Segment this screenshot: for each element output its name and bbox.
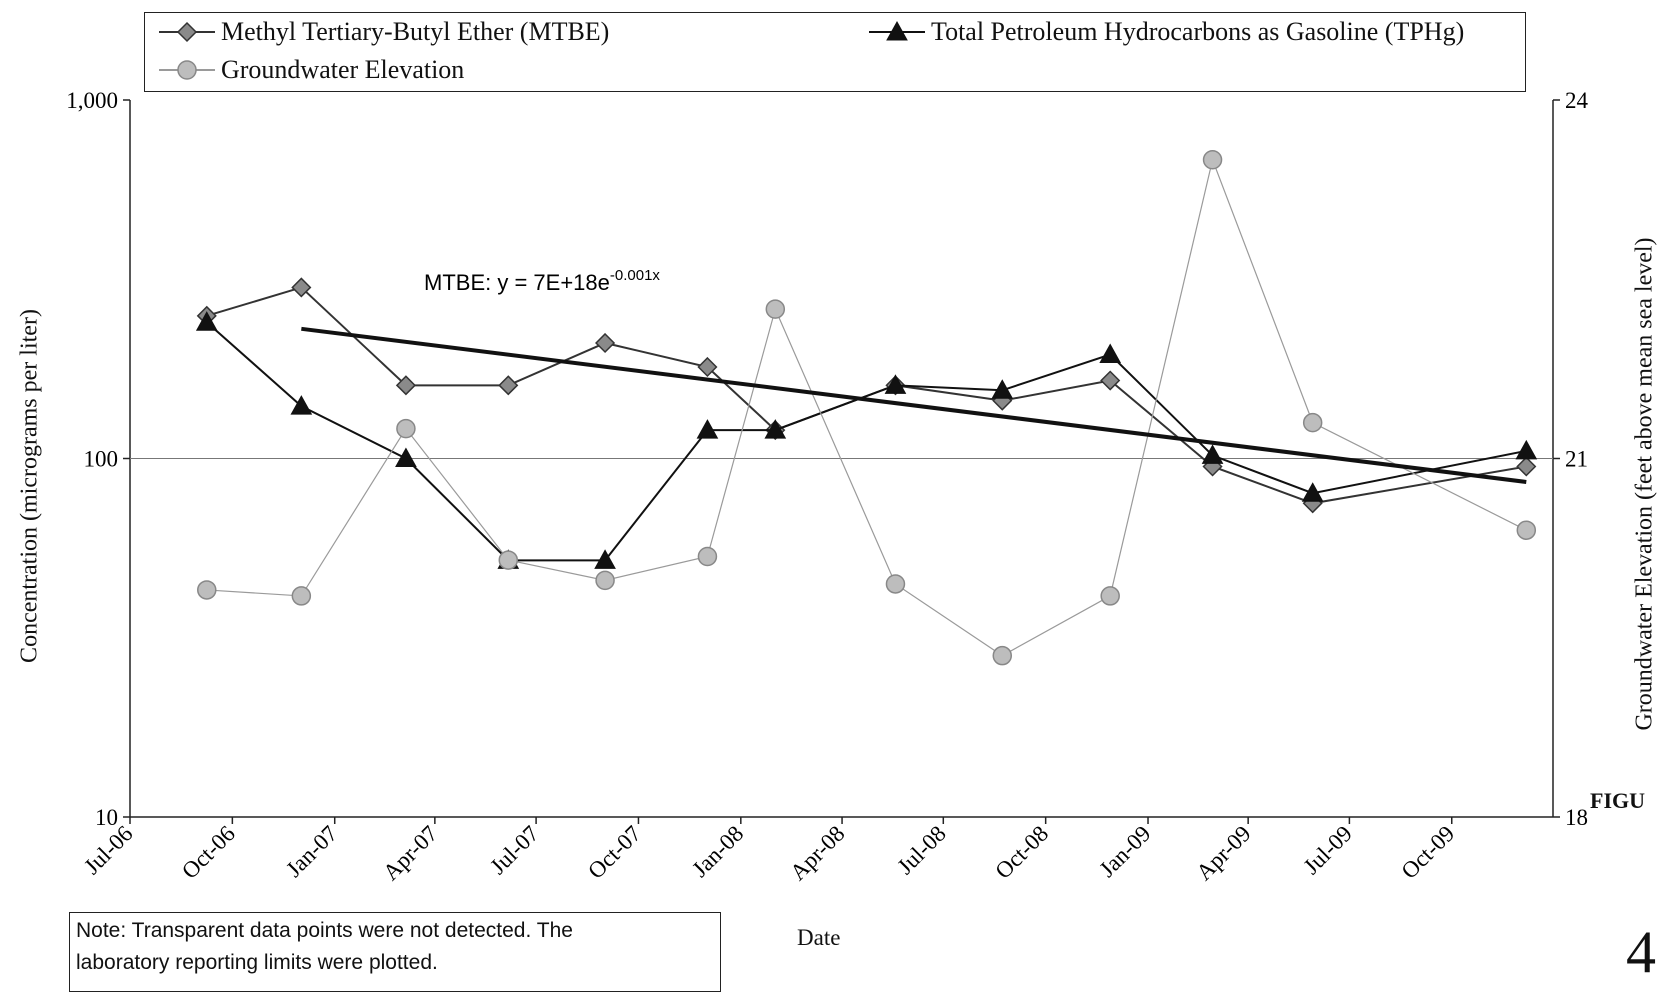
tphg-point [195,311,218,331]
y-tick-label: 10 [95,805,118,830]
groundwater-point [1302,412,1323,433]
series-line-2 [206,157,1527,657]
tphg-point [290,395,313,415]
groundwater-point [396,418,416,439]
groundwater-point [1516,520,1537,540]
legend-item-mtbe: Methyl Tertiary-Butyl Ether (MTBE) [159,17,609,47]
mtbe-point [595,332,616,354]
groundwater-point [498,550,519,570]
tphg-point [395,447,417,467]
groundwater-point [291,586,312,606]
mtbe-point [1516,456,1537,477]
mtbe-point [395,375,416,396]
legend-item-tphg: Total Petroleum Hydrocarbons as Gasoline… [869,17,1464,47]
y-tick-label: 100 [84,447,119,472]
trendline-equation-exponent: -0.001x [610,267,661,284]
circle-marker-icon [159,60,215,80]
x-tick-label: Jul-08 [893,821,951,879]
mtbe-trendline [301,326,1527,484]
x-tick-label: Apr-07 [378,821,442,885]
tphg-point [1515,439,1538,460]
groundwater-point [992,645,1013,666]
note-line-1: Note: Transparent data points were not d… [76,919,573,942]
figure-label: FIGU [1590,788,1645,813]
x-axis-title: Date [797,925,841,950]
plot-layer: MTBE: y = 7E+18e-0.001x [195,150,1538,666]
series-line-1 [206,321,1527,562]
note-box: Note: Transparent data points were not d… [69,912,721,992]
legend-label-tphg: Total Petroleum Hydrocarbons as Gasoline… [931,17,1465,46]
y2-tick-label: 18 [1565,805,1588,830]
tphg-point [884,374,907,394]
y2-axis-title: Groundwater Elevation (feet above mean s… [1631,237,1658,731]
figure-number: 4 [1626,919,1656,985]
x-tick-label: Jul-07 [485,821,543,879]
groundwater-point [765,299,786,319]
x-tick-label: Jan-07 [281,821,342,882]
x-tick-label: Oct-09 [1396,821,1459,884]
tphg-point [1099,343,1122,364]
groundwater-point [197,580,217,600]
y-tick-label: 1,000 [66,88,118,113]
y2-tick-label: 21 [1565,447,1588,472]
groundwater-point [1202,150,1223,170]
groundwater-point [885,574,906,594]
tphg-point [696,419,719,439]
mtbe-point [1100,370,1121,391]
x-tick-label: Apr-08 [785,821,849,885]
mtbe-point [291,277,312,298]
trendline-equation-base: MTBE: y = 7E+18e [424,270,610,295]
groundwater-point [697,546,718,567]
tphg-point [1201,444,1224,464]
legend-item-groundwater: Groundwater Elevation [159,55,464,85]
triangle-marker-icon [869,20,925,41]
legend-label-groundwater: Groundwater Elevation [221,55,465,84]
y-axis-title: Concentration (micrograms per liter) [16,309,43,663]
mtbe-point [697,356,718,378]
trendline-equation: MTBE: y = 7E+18e-0.001x [424,267,660,295]
mtbe-point [498,375,519,396]
x-tick-label: Jul-09 [1299,821,1357,879]
tphg-point [991,379,1014,399]
tphg-point [594,549,616,569]
legend-label-mtbe: Methyl Tertiary-Butyl Ether (MTBE) [221,17,610,46]
x-tick-label: Oct-07 [583,821,646,884]
x-tick-label: Oct-06 [177,821,240,884]
groundwater-point [595,570,615,591]
x-tick-label: Jan-08 [687,821,748,882]
legend: Methyl Tertiary-Butyl Ether (MTBE) Total… [144,12,1526,92]
groundwater-point [1100,586,1120,606]
diamond-marker-icon [159,21,215,43]
x-tick-label: Apr-09 [1191,821,1255,885]
tphg-point [764,419,787,439]
x-tick-label: Oct-08 [990,821,1053,884]
tphg-point [1301,482,1324,502]
x-tick-label: Jan-09 [1095,821,1156,882]
note-line-2: laboratory reporting limits were plotted… [76,951,438,974]
y2-tick-label: 24 [1565,88,1589,113]
